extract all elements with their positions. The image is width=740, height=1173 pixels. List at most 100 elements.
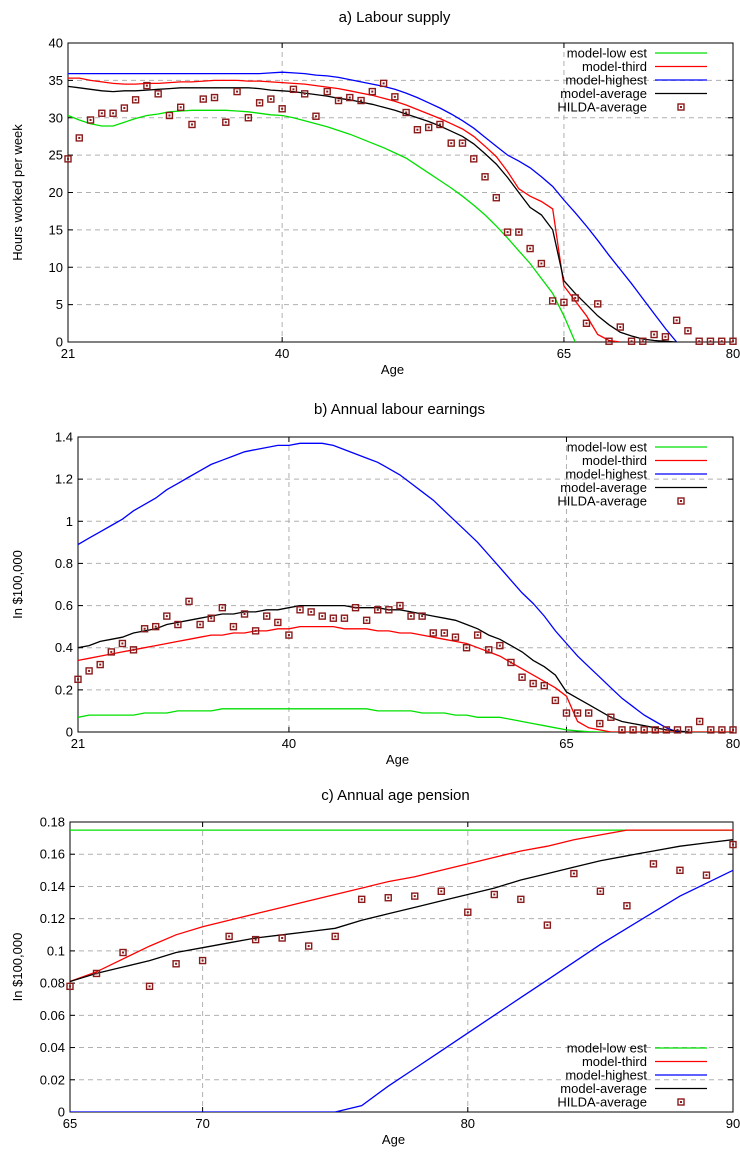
data-point (255, 99, 264, 107)
data-point (650, 330, 658, 339)
data-point-center (643, 728, 646, 731)
data-point-center (393, 95, 396, 98)
data-point (413, 126, 422, 134)
data-point-center (495, 196, 498, 199)
data-point (573, 709, 582, 717)
legend: model-low estmodel-thirdmodel-highestmod… (557, 1041, 707, 1110)
data-point-center (95, 972, 98, 975)
data-point (605, 337, 613, 345)
data-point (627, 337, 636, 345)
data-point (570, 869, 578, 878)
data-point (537, 259, 546, 268)
series-line-model-average (68, 85, 677, 342)
data-point-center (326, 90, 329, 93)
y-tick-label: 0.4 (55, 640, 73, 655)
data-point-center (276, 621, 279, 624)
data-point-center (576, 712, 579, 715)
data-point (424, 123, 433, 132)
series-line-model-average (70, 839, 733, 983)
data-point-center (653, 333, 656, 336)
data-point-center (521, 676, 524, 679)
data-point-center (190, 123, 193, 126)
data-point-center (360, 898, 363, 901)
data-point-center (625, 904, 628, 907)
data-point (695, 337, 703, 345)
data-point-center (461, 142, 464, 145)
data-point (640, 726, 648, 734)
data-point (594, 300, 602, 308)
data-point (470, 155, 478, 163)
x-tick-label: 80 (726, 736, 740, 751)
data-point (85, 667, 93, 675)
data-point-center (498, 644, 501, 647)
data-point-center (287, 634, 290, 637)
data-point (304, 942, 313, 950)
legend-label: model-low est (567, 46, 648, 61)
data-point (140, 625, 149, 633)
data-point (662, 726, 671, 734)
data-point (98, 109, 106, 117)
data-point-center (519, 898, 522, 901)
data-point (729, 840, 737, 849)
data-point (129, 646, 138, 654)
data-point (379, 79, 388, 88)
data-point (651, 726, 659, 734)
data-point-center (199, 623, 202, 626)
data-point (285, 631, 293, 639)
data-point (96, 660, 104, 669)
data-point-center (281, 937, 284, 939)
data-point (518, 673, 526, 681)
data-point-center (454, 636, 457, 639)
data-point (418, 612, 426, 620)
data-point (543, 921, 552, 929)
data-point (86, 116, 95, 124)
legend: model-low estmodel-thirdmodel-highestmod… (557, 440, 707, 509)
data-point-center (254, 938, 257, 941)
data-point (702, 871, 711, 879)
data-point-center (532, 682, 535, 685)
data-point (672, 316, 681, 325)
data-point (507, 658, 515, 667)
legend-label: model-highest (565, 73, 647, 88)
data-point-center (427, 126, 430, 129)
data-point (225, 932, 233, 941)
x-tick-label: 80 (461, 1116, 475, 1131)
data-point (267, 95, 275, 103)
data-point-center (720, 728, 723, 731)
y-tick-label: 1.2 (55, 472, 73, 487)
y-tick-label: 0.16 (40, 847, 65, 862)
data-point-center (321, 615, 324, 618)
data-point (357, 96, 365, 105)
y-tick-label: 1.4 (55, 430, 73, 445)
data-point (185, 597, 193, 606)
data-point (429, 629, 437, 637)
series-markers-hilda-average (66, 840, 737, 991)
data-point-center (69, 985, 71, 988)
data-point-center (698, 340, 701, 343)
data-point (623, 902, 631, 910)
y-tick-label: 40 (49, 36, 63, 51)
data-point-center (709, 728, 712, 731)
data-point-center (281, 107, 284, 110)
legend-label: HILDA-average (557, 1095, 647, 1110)
data-point (695, 717, 704, 726)
data-point-center (599, 890, 602, 893)
legend-label: model-third (582, 453, 647, 468)
data-point-center (67, 157, 69, 160)
data-point-center (487, 648, 490, 651)
data-point (706, 337, 715, 345)
data-point (172, 960, 180, 968)
data-point-center (562, 301, 565, 304)
data-point (346, 93, 354, 102)
x-tick-label: 80 (726, 346, 740, 361)
data-point (165, 111, 174, 120)
y-tick-label: 30 (49, 110, 63, 125)
data-point-center (543, 684, 546, 687)
legend-label: model-average (560, 480, 647, 495)
x-tick-label: 70 (195, 1116, 209, 1131)
data-point (451, 633, 460, 641)
data-point-center (110, 650, 113, 653)
series-line-model-third (68, 77, 621, 342)
data-point (616, 323, 624, 331)
